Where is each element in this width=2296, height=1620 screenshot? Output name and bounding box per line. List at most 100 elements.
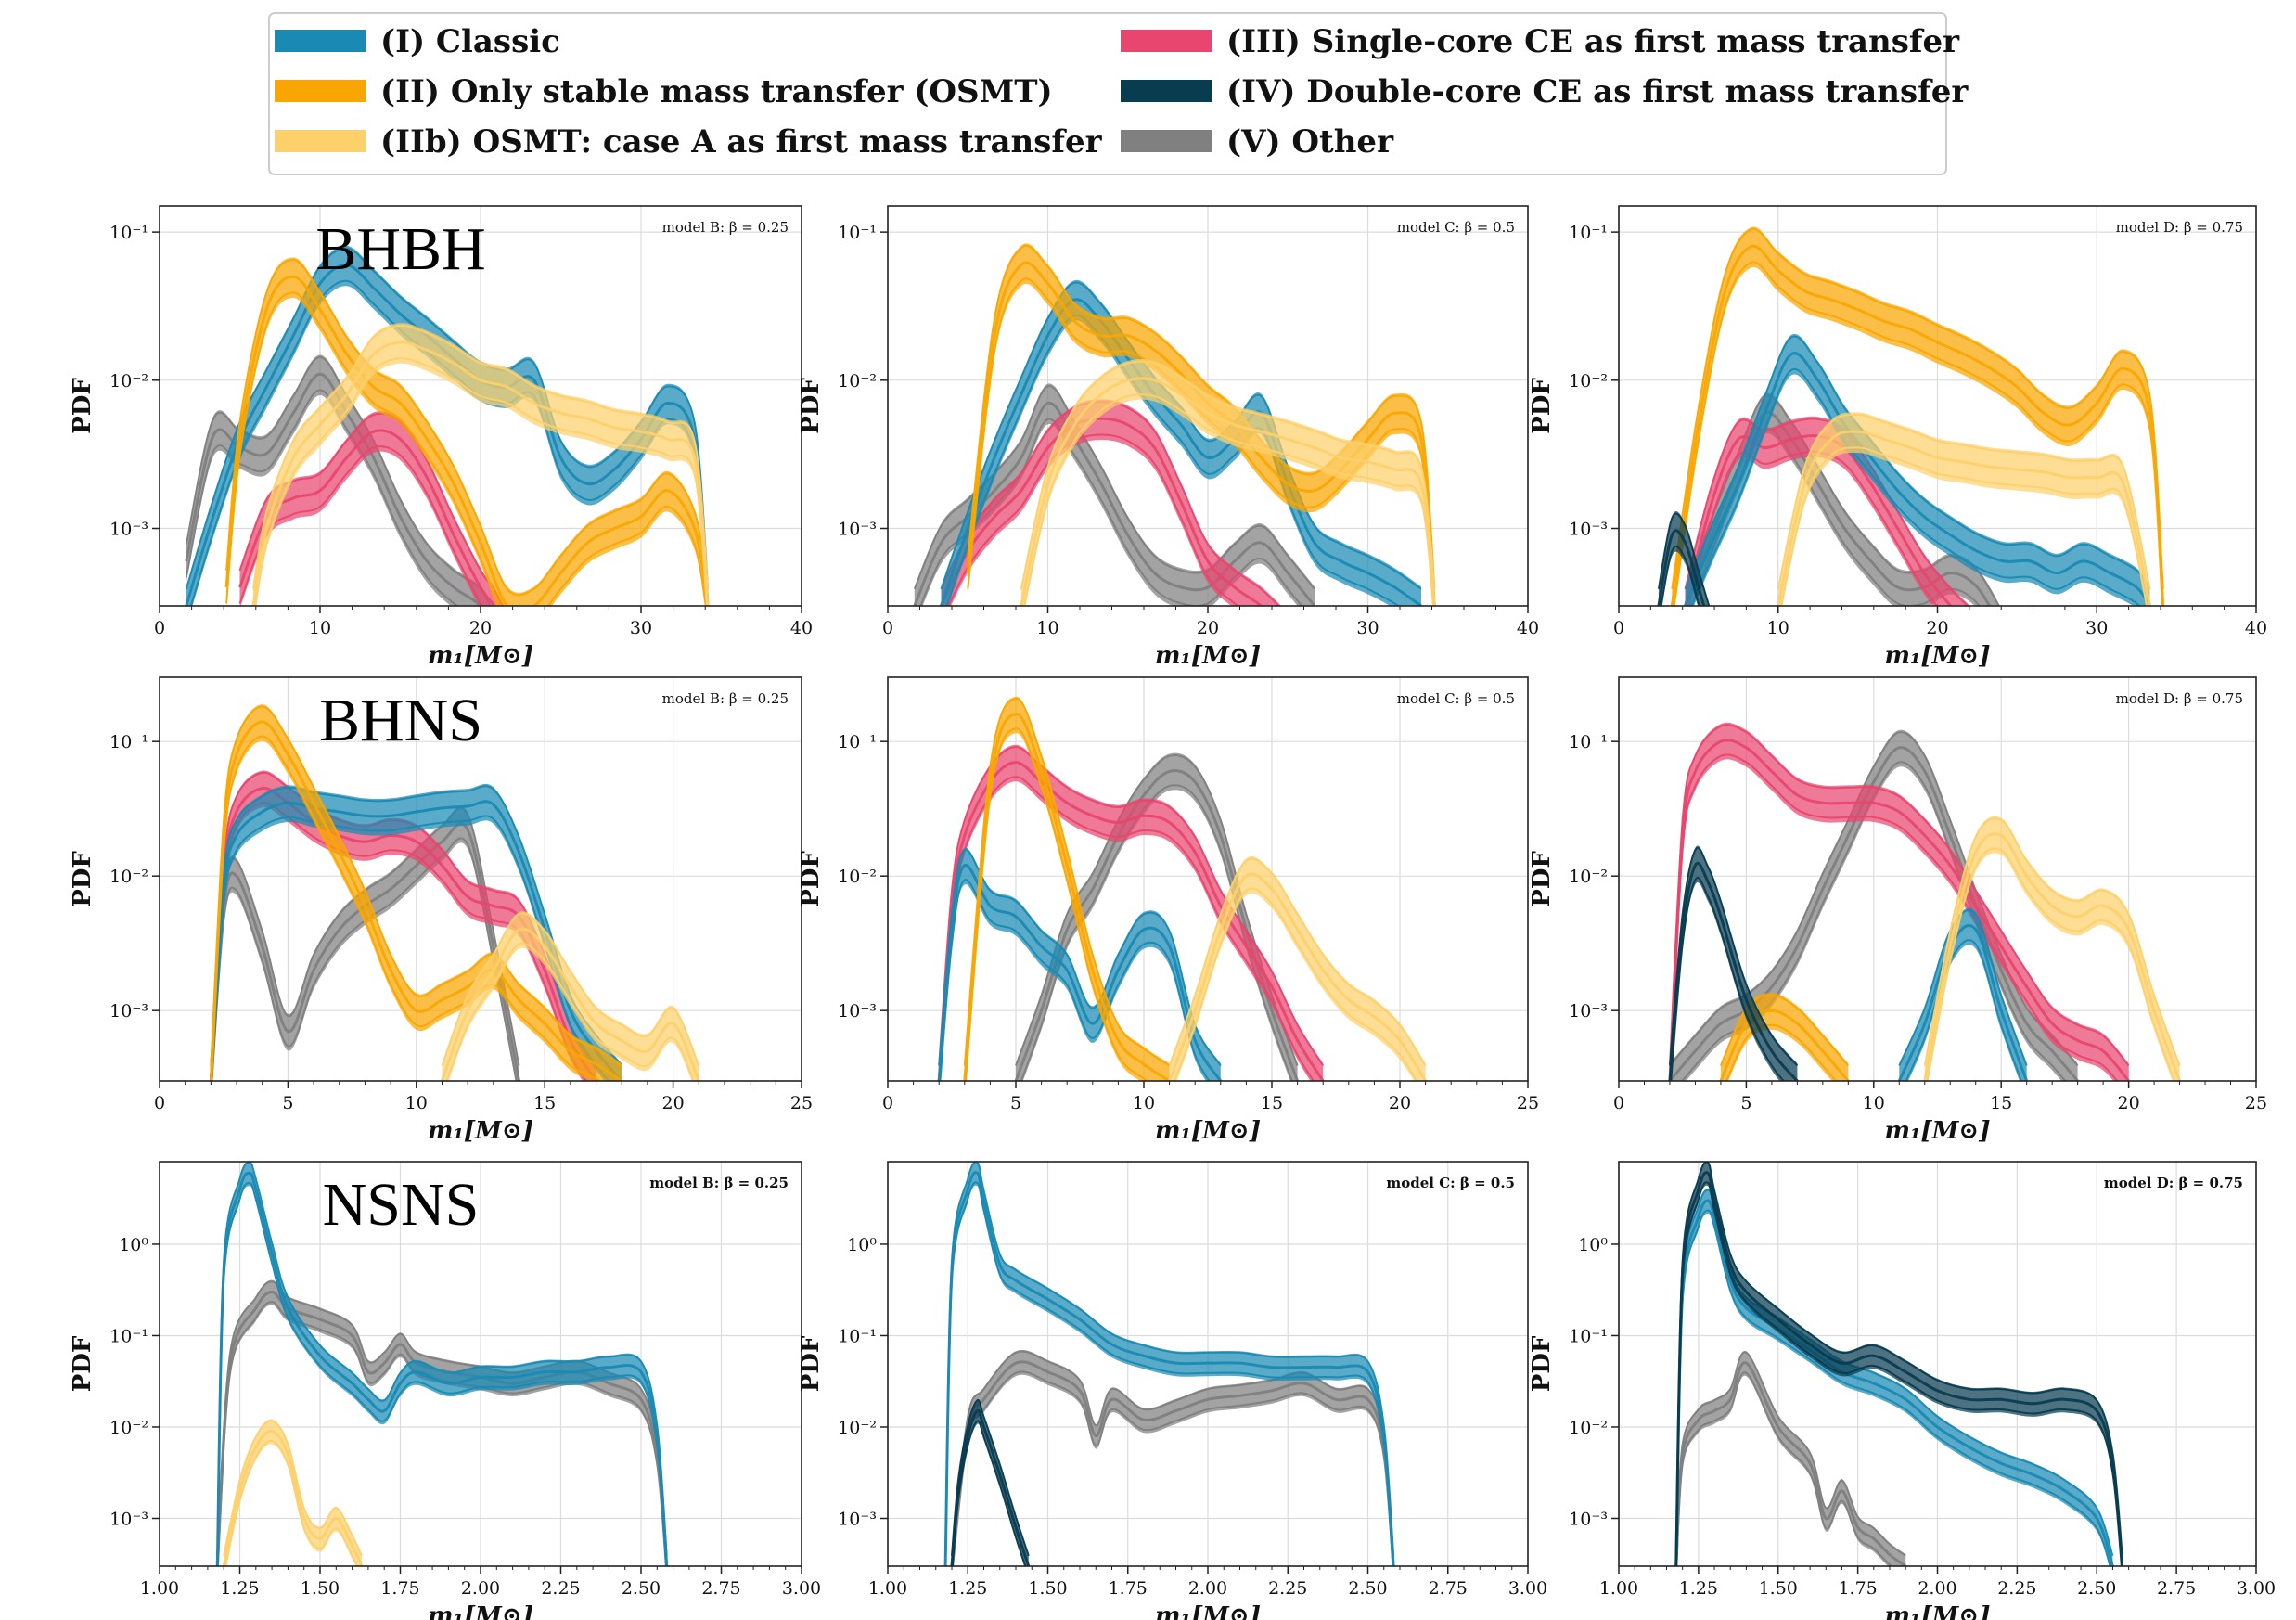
x-tick-label: 15	[1261, 1093, 1283, 1113]
panel-nsns-3: 1.00 1.25 1.50 1.75 2.00 2.25 2.50 2.75 3.00 10⁰ 1…	[1528, 1161, 2276, 1620]
curve-double_ce	[950, 1408, 1031, 1566]
y-tick-label: 10⁻³	[1569, 520, 1608, 540]
x-tick-label: 1.00	[1599, 1578, 1638, 1599]
x-tick-label: 2.75	[1429, 1578, 1468, 1599]
band-classic	[1675, 1189, 2113, 1566]
legend-swatch-classic	[275, 30, 366, 52]
y-tick-label: 10⁻¹	[109, 1326, 148, 1346]
curve-double_ce	[951, 1420, 1027, 1566]
legend-entry-single_ce: (III) Single-core CE as first mass trans…	[1226, 23, 1960, 60]
x-tick-label: 25	[790, 1093, 813, 1113]
series-group	[943, 1162, 1395, 1566]
x-tick-label: 2.50	[2077, 1578, 2116, 1599]
curve-double_ce	[1669, 847, 1799, 1067]
series-group	[185, 245, 710, 606]
curve-osmt_caseA	[251, 324, 710, 589]
x-tick-label: 1.00	[868, 1578, 907, 1599]
band-classic	[941, 279, 1421, 606]
y-tick-label: 10⁻¹	[838, 223, 877, 243]
curve-osmt_caseA	[223, 1420, 363, 1557]
panel-bhns-2: 0 5 10 15 20 25 10⁻¹ 10⁻² 10⁻³ m₁[M⊙] PDF model C: …	[797, 676, 1539, 1145]
x-tick-label: 5	[282, 1093, 293, 1113]
band-double_ce	[1675, 1162, 2123, 1566]
band-classic	[211, 783, 622, 1081]
y-tick-label: 10⁻³	[109, 520, 148, 540]
curve-osmt_caseA	[1923, 832, 2182, 1081]
x-tick-label: 1.50	[1759, 1578, 1798, 1599]
x-tick-label: 20	[1926, 618, 1948, 638]
curve-osmt_caseA	[1020, 360, 1436, 590]
x-tick-label: 20	[662, 1093, 685, 1113]
x-tick-label: 20	[469, 618, 492, 638]
curve-other	[951, 1350, 1395, 1556]
axes-frame	[159, 676, 802, 1082]
model-annotation: model B: β = 0.25	[662, 690, 789, 707]
x-tick-label: 30	[1356, 618, 1379, 638]
legend-box	[268, 12, 1947, 175]
model-annotation: model C: β = 0.5	[1397, 219, 1515, 236]
curve-osmt_caseA	[1168, 857, 1427, 1067]
band-osmt	[211, 704, 622, 1081]
curve-classic	[943, 1171, 1395, 1566]
x-tick-label: 2.50	[622, 1578, 661, 1599]
x-tick-label: 15	[533, 1093, 556, 1113]
curve-single_ce	[938, 746, 1325, 1067]
x-tick-label: 1.75	[380, 1578, 419, 1599]
curve-other	[1674, 1361, 1907, 1566]
x-tick-label: 0	[1613, 618, 1624, 638]
x-tick-label: 2.25	[541, 1578, 580, 1599]
curve-single_ce	[1684, 418, 1969, 606]
curve-other	[209, 822, 520, 1081]
y-axis-label: PDF	[1528, 378, 1556, 434]
y-tick-label: 10⁻²	[1569, 371, 1608, 392]
y-tick-label: 10⁻³	[109, 1509, 148, 1529]
curve-osmt	[963, 698, 1171, 1067]
series-group	[1668, 722, 2182, 1081]
row-label: BHNS	[319, 687, 482, 754]
x-tick-label: 2.00	[461, 1578, 500, 1599]
legend-entry-double_ce: (IV) Double-core CE as first mass transf…	[1226, 73, 1969, 110]
y-tick-label: 10⁰	[119, 1235, 148, 1255]
curve-classic	[938, 849, 1222, 1067]
band-osmt_caseA	[442, 911, 699, 1081]
x-tick-label: 0	[882, 618, 893, 638]
curve-osmt_caseA	[222, 1429, 364, 1566]
x-tick-label: 25	[1517, 1093, 1539, 1113]
curve-osmt	[210, 705, 622, 1067]
curve-osmt_caseA	[1020, 377, 1436, 606]
curve-classic	[944, 1181, 1394, 1566]
curve-classic	[940, 298, 1422, 606]
x-tick-label: 1.75	[1109, 1578, 1148, 1599]
x-tick-label: 30	[630, 618, 652, 638]
curve-osmt_caseA	[1780, 446, 2148, 606]
x-tick-label: 40	[1517, 618, 1539, 638]
curve-osmt_caseA	[1923, 817, 2181, 1066]
x-tick-label: 3.00	[1508, 1578, 1547, 1599]
legend-entry-osmt_caseA: (IIb) OSMT: case A as first mass transfe…	[380, 123, 1103, 161]
curve-single_ce	[1669, 753, 2119, 1081]
series-group	[913, 243, 1436, 606]
curve-classic	[1684, 335, 2151, 590]
model-annotation: model D: β = 0.75	[2116, 690, 2243, 707]
panel-bhbh-3: 0 10 20 30 40 10⁻¹ 10⁻² 10⁻³ m₁[M⊙] PDF model D: β…	[1528, 205, 2267, 670]
curve-classic	[937, 864, 1223, 1081]
curve-osmt_caseA	[224, 1440, 359, 1566]
x-tick-label: 15	[1990, 1093, 2012, 1113]
curve-classic	[216, 1181, 668, 1566]
panel-nsns-1: 1.00 1.25 1.50 1.75 2.00 2.25 2.50 2.75 3.00 10⁰ 1…	[69, 1161, 821, 1620]
curve-single_ce	[947, 433, 1239, 606]
x-tick-label: 1.25	[220, 1578, 259, 1599]
x-tick-label: 10	[405, 1093, 428, 1113]
x-tick-label: 10	[1767, 618, 1789, 638]
x-tick-label: 40	[790, 618, 813, 638]
band-osmt_caseA	[224, 1419, 362, 1566]
band-classic	[1899, 907, 2027, 1081]
curve-double_ce	[1657, 512, 1711, 606]
curve-double_ce	[1668, 862, 1799, 1081]
series-group	[1674, 1162, 2124, 1566]
curve-double_ce	[1657, 529, 1706, 606]
legend-entry-osmt: (II) Only stable mass transfer (OSMT)	[380, 73, 1053, 110]
axes-frame	[1618, 676, 2257, 1082]
model-annotation: model D: β = 0.75	[2104, 1175, 2243, 1191]
